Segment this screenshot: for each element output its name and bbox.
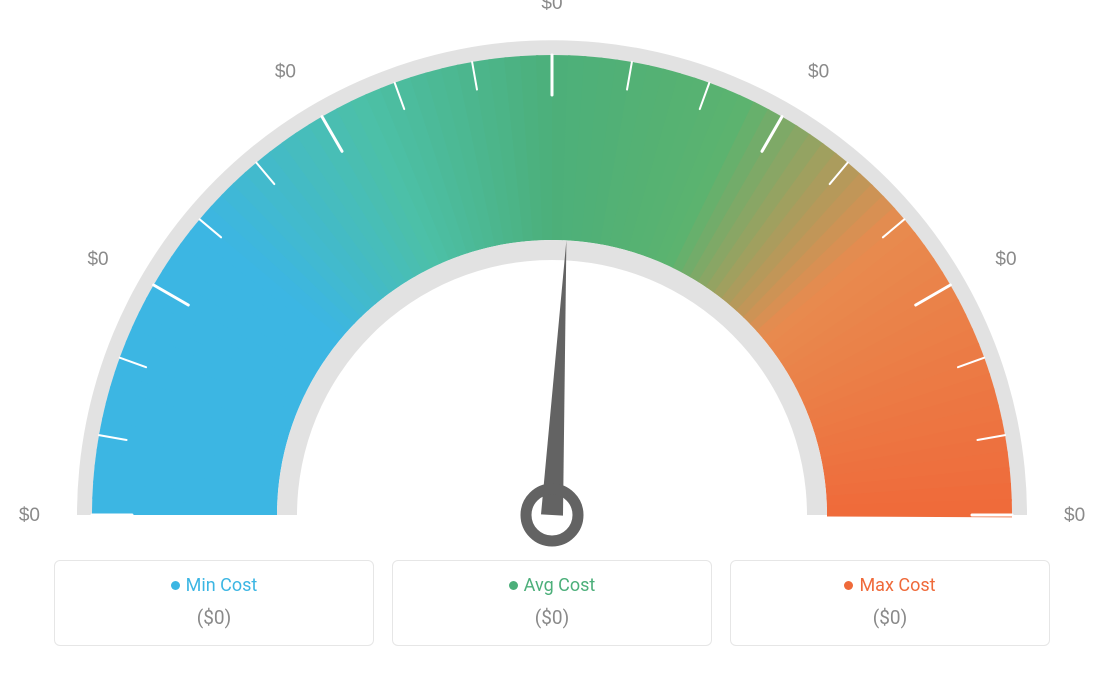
legend-box-min: Min Cost ($0) <box>54 560 374 646</box>
legend-label-avg: Avg Cost <box>524 575 596 596</box>
gauge-svg: $0 $0 $0 $0 $0 $0 $0 <box>0 0 1104 560</box>
gauge-axis-label: $0 <box>1064 505 1085 526</box>
legend-row: Min Cost ($0) Avg Cost ($0) Max Cost ($0… <box>0 560 1104 646</box>
gauge-area: $0 $0 $0 $0 $0 $0 $0 <box>0 0 1104 550</box>
gauge-needle <box>541 240 566 515</box>
legend-dot-avg <box>509 581 518 590</box>
cost-gauge-chart: $0 $0 $0 $0 $0 $0 $0 Min Cost ($0) Avg Cost ($… <box>0 0 1104 690</box>
gauge-axis-label: $0 <box>541 0 562 14</box>
gauge-axis-label: $0 <box>275 62 296 83</box>
legend-label-max: Max Cost <box>859 575 935 596</box>
legend-box-avg: Avg Cost ($0) <box>392 560 712 646</box>
legend-value-min: ($0) <box>73 606 355 629</box>
legend-value-avg: ($0) <box>411 606 693 629</box>
legend-title-min: Min Cost <box>73 575 355 596</box>
legend-dot-max <box>844 581 853 590</box>
gauge-axis-label: $0 <box>19 505 40 526</box>
legend-value-max: ($0) <box>749 606 1031 629</box>
legend-title-max: Max Cost <box>749 575 1031 596</box>
legend-title-avg: Avg Cost <box>411 575 693 596</box>
gauge-axis-label: $0 <box>808 62 829 83</box>
legend-dot-min <box>171 581 180 590</box>
legend-box-max: Max Cost ($0) <box>730 560 1050 646</box>
gauge-axis-label: $0 <box>87 249 108 270</box>
legend-label-min: Min Cost <box>186 575 258 596</box>
gauge-axis-label: $0 <box>995 249 1016 270</box>
